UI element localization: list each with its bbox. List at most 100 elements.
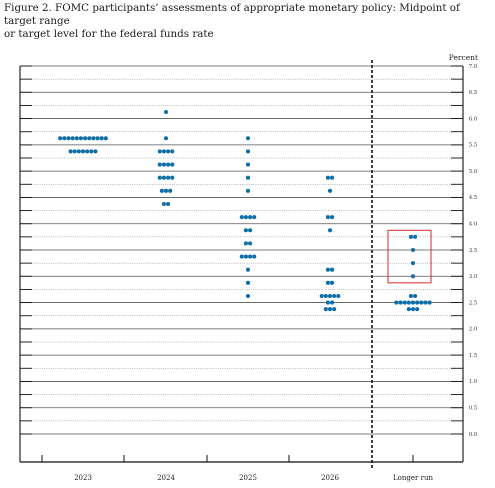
dot-marker: [170, 149, 175, 154]
dot-marker: [58, 136, 63, 141]
dot-marker: [243, 241, 248, 246]
caption-line-2: or target level for the federal funds ra…: [4, 28, 214, 40]
dot-marker: [325, 280, 330, 285]
dot-marker: [408, 234, 413, 239]
dot-marker: [62, 136, 67, 141]
dot-marker: [83, 136, 88, 141]
dot-marker: [161, 162, 166, 167]
dot-marker: [245, 149, 251, 154]
y-tick-label: 5.5: [469, 143, 477, 149]
dot-marker: [325, 215, 330, 220]
dot-marker: [327, 228, 333, 233]
dot-marker: [330, 267, 335, 272]
dot-marker: [248, 241, 253, 246]
dot-marker: [325, 175, 330, 180]
highlight-box: [387, 229, 432, 284]
figure-caption: Figure 2. FOMC participants’ assessments…: [4, 2, 492, 41]
dot-marker: [332, 307, 337, 312]
dot-marker: [410, 307, 416, 312]
dot-marker: [394, 300, 399, 305]
axes: [19, 60, 464, 470]
dot-marker: [80, 149, 86, 154]
dot-marker: [95, 136, 100, 141]
y-tick-label: 2.5: [469, 300, 477, 306]
dot-marker: [423, 300, 428, 305]
dot-marker: [248, 254, 253, 259]
dot-marker: [93, 149, 98, 154]
y-tick-label: 1.0: [469, 379, 477, 385]
dot-marker: [163, 188, 169, 193]
dot-marker: [161, 149, 166, 154]
dot-marker: [323, 293, 328, 299]
x-category-label: 2026: [321, 474, 339, 482]
dot-marker: [402, 300, 407, 305]
dot-marker: [406, 307, 411, 312]
dot-marker: [157, 175, 162, 180]
dot-marker: [327, 293, 333, 299]
dot-marker: [325, 267, 330, 272]
dot-marker: [168, 188, 173, 193]
dot-marker: [163, 109, 169, 115]
y-tick-label: 4.0: [469, 222, 477, 228]
dot-marker: [243, 228, 248, 233]
x-category-label: 2025: [239, 474, 257, 482]
dot-marker: [406, 300, 411, 305]
dot-marker: [161, 175, 166, 180]
x-category-label: Longer run: [393, 474, 433, 482]
dot-marker: [245, 136, 251, 141]
gridlines: [20, 65, 463, 435]
dot-marker: [410, 261, 416, 266]
dot-marker: [76, 149, 81, 154]
dot-marker: [410, 274, 416, 279]
y-tick-label: 5.0: [469, 169, 477, 175]
y-tick-label: 2.0: [469, 327, 477, 333]
dot-marker: [66, 136, 71, 141]
dot-marker: [245, 293, 251, 299]
dot-marker: [89, 149, 94, 154]
dot-marker: [239, 254, 244, 259]
dot-marker: [410, 247, 416, 253]
y-tick-label: 0.5: [469, 406, 477, 412]
dot-markers: [58, 109, 432, 312]
dot-marker: [319, 293, 324, 299]
dot-marker: [99, 136, 104, 141]
y-tick-label: 0.0: [469, 432, 477, 438]
dot-marker: [170, 175, 175, 180]
axis-labels: 0.0 0.5 1.0 1.5 2.0 2.5 3.0 3.5 4.0 4.5 5.0 5.5 6.0 6…: [74, 53, 478, 482]
dot-marker: [78, 136, 83, 141]
dot-marker: [161, 201, 166, 207]
dot-marker: [332, 293, 337, 299]
dot-marker: [85, 149, 90, 154]
dot-marker: [239, 215, 244, 220]
y-tick-label: 7.0: [469, 64, 477, 70]
dot-marker: [72, 149, 77, 154]
y-axis-unit-label: Percent: [449, 53, 478, 62]
dot-marker: [330, 300, 335, 305]
dot-marker: [415, 300, 420, 305]
dot-marker: [243, 215, 248, 220]
dot-marker: [245, 280, 251, 285]
dot-marker: [166, 175, 171, 180]
dot-marker: [413, 293, 418, 299]
y-tick-label: 4.5: [469, 195, 477, 201]
dot-marker: [245, 188, 251, 193]
dot-marker: [91, 136, 96, 141]
dot-marker: [419, 300, 424, 305]
dot-marker: [166, 201, 171, 207]
dot-marker: [243, 254, 248, 259]
dot-marker: [74, 136, 79, 141]
dot-marker: [252, 254, 257, 259]
x-category-label: 2023: [74, 474, 92, 482]
dot-marker: [159, 188, 164, 193]
dot-marker: [252, 215, 257, 220]
x-category-label: 2024: [157, 474, 175, 482]
dot-marker: [330, 215, 335, 220]
dot-marker: [248, 215, 253, 220]
dot-marker: [248, 228, 253, 233]
dot-marker: [170, 162, 175, 167]
dot-marker: [166, 162, 171, 167]
y-tick-label: 6.5: [469, 90, 477, 96]
dot-marker: [336, 293, 341, 299]
dot-marker: [157, 162, 162, 167]
